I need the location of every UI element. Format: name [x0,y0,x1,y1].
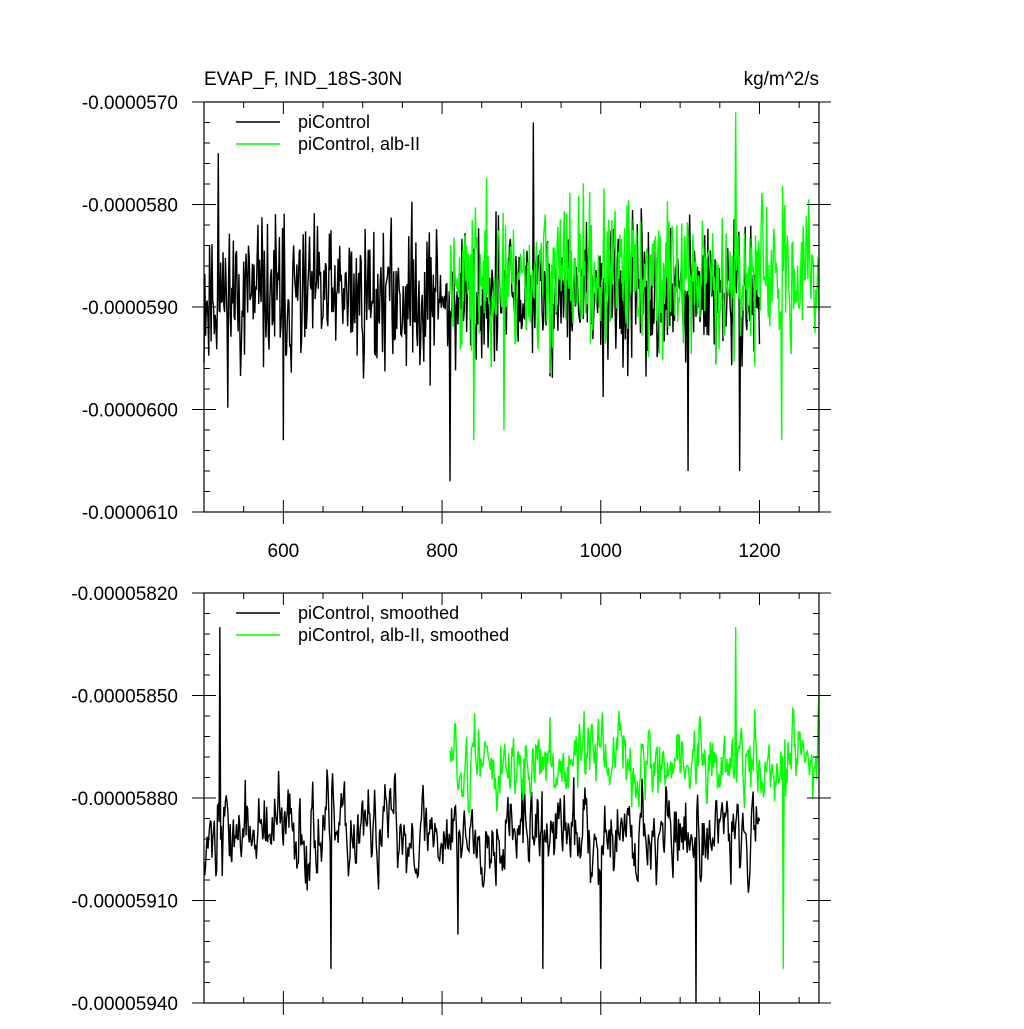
y-tick-label: -0.00005820 [71,584,178,605]
y-tick-label: -0.0000610 [82,503,178,524]
legend-label: piControl, alb-II [298,134,420,154]
plot-frame [203,592,820,1004]
legend-label: piControl [298,112,370,132]
chart-title: EVAP_F, IND_18S-30N [204,69,402,90]
y-tick-label: -0.00005940 [71,994,178,1015]
x-tick-label: 800 [426,541,458,562]
y-tick-label: -0.0000570 [82,93,178,114]
x-tick-label: 1000 [580,541,622,562]
series-line-2-2 [449,627,820,969]
legend-label: piControl, alb-II, smoothed [298,625,509,645]
chart-panel-2: -0.00005820 -0.00005850 -0.00005880 -0.0000… [71,584,831,1015]
y-tick-label: -0.0000580 [82,196,178,217]
y-tick-label: -0.00005850 [71,687,178,708]
y-tick-label: -0.0000600 [82,401,178,422]
x-tick-label: 1200 [738,541,780,562]
units-label: kg/m^2/s [744,69,819,90]
legend-label: piControl, smoothed [298,603,459,623]
y-tick-label: -0.00005910 [71,892,178,913]
y-tick-label: -0.0000590 [82,298,178,319]
y-tick-label: -0.00005880 [71,789,178,810]
series-line-1-1 [203,122,761,482]
series-line-2-1 [203,627,761,1004]
x-tick-label: 600 [268,541,300,562]
series-line-1-2 [449,112,820,441]
chart-panel-1: 600 800 1000 1200 -0.0000570 -0.0000580 -0.000… [82,69,831,562]
